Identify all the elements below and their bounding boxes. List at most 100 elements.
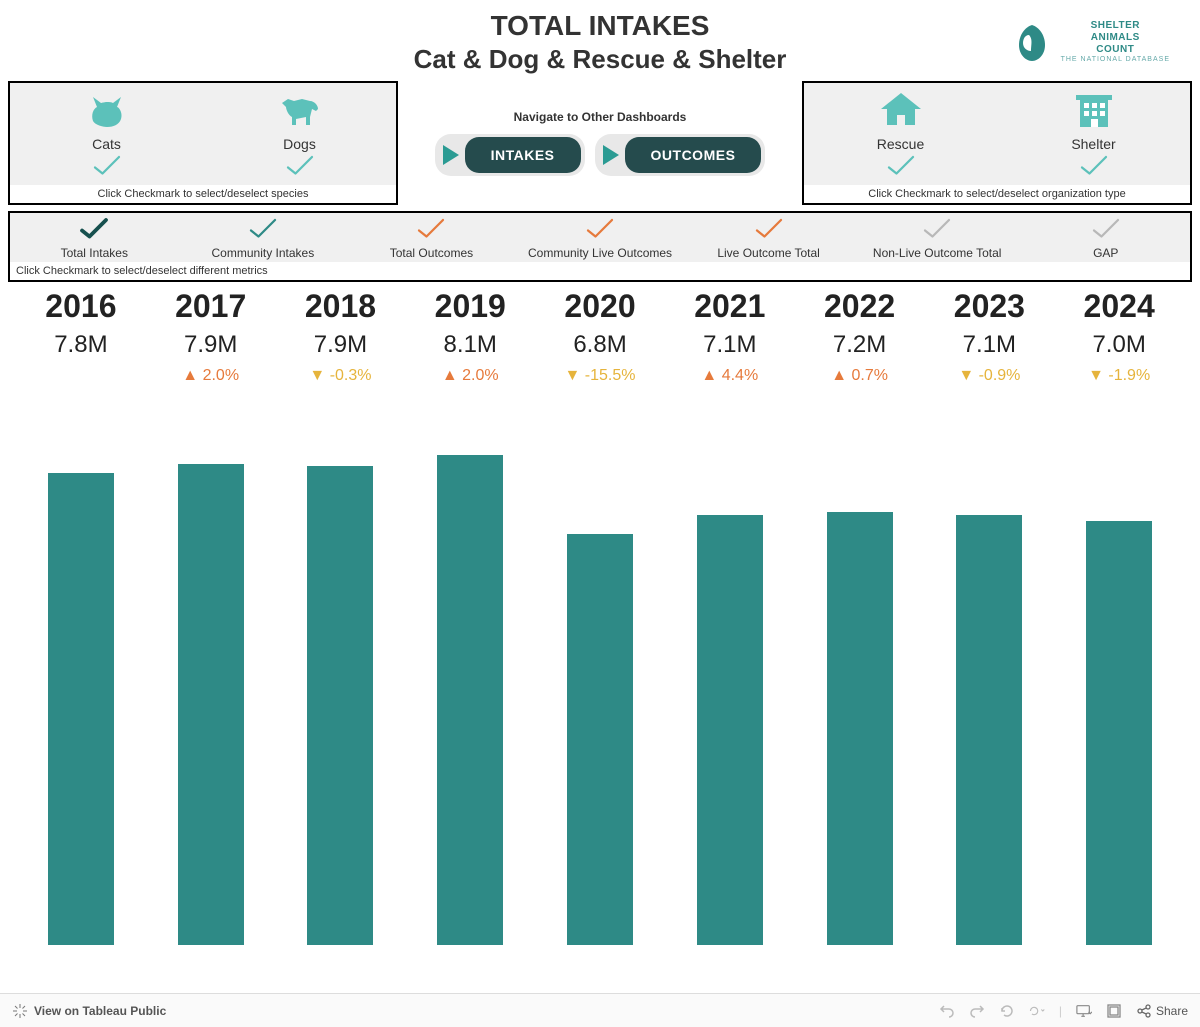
species-hint: Click Checkmark to select/deselect speci… — [10, 185, 396, 203]
metric-label: Community Live Outcomes — [528, 246, 672, 260]
bar[interactable] — [567, 534, 633, 945]
year-value: 7.1M — [924, 331, 1054, 359]
year-label: 2021 — [665, 288, 795, 325]
species-filter: Cats Dogs Click Checkmark to select/dese… — [8, 81, 398, 205]
house-icon — [877, 89, 925, 134]
nav-button-outcomes[interactable]: OUTCOMES — [595, 134, 766, 176]
nav-label: Navigate to Other Dashboards — [514, 110, 687, 124]
checkmark-icon[interactable] — [922, 217, 952, 246]
year-value: 8.1M — [405, 331, 535, 359]
nav-button-label: OUTCOMES — [625, 137, 762, 173]
year-change: ▲ 0.7% — [795, 367, 925, 385]
bar[interactable] — [307, 466, 373, 945]
logo-icon — [1011, 21, 1053, 63]
year-value: 7.9M — [276, 331, 406, 359]
checkmark-icon[interactable] — [416, 217, 446, 246]
checkmark-icon[interactable] — [92, 154, 122, 183]
year-column: 2020 6.8M ▼ -15.5% — [535, 288, 665, 385]
year-change: ▲ 4.4% — [665, 367, 795, 385]
org-option-rescue[interactable]: Rescue — [804, 83, 997, 185]
separator: | — [1059, 1004, 1062, 1018]
org-filter: Rescue Shelter Click Checkmark to select… — [802, 81, 1192, 205]
checkmark-icon[interactable] — [248, 217, 278, 246]
metric-label: Total Outcomes — [390, 246, 473, 260]
metric-option[interactable]: Total Outcomes — [347, 213, 516, 262]
checkmark-icon[interactable] — [285, 154, 315, 183]
year-value: 7.8M — [16, 331, 146, 359]
checkmark-icon[interactable] — [1091, 217, 1121, 246]
year-change: ▼ -0.3% — [276, 367, 406, 385]
checkmark-icon[interactable] — [79, 217, 109, 246]
view-on-tableau-link[interactable]: View on Tableau Public — [34, 1004, 166, 1018]
year-label: 2023 — [924, 288, 1054, 325]
bar[interactable] — [437, 455, 503, 945]
year-column: 2019 8.1M ▲ 2.0% — [405, 288, 535, 385]
checkmark-icon[interactable] — [886, 154, 916, 183]
year-change: ▼ -0.9% — [924, 367, 1054, 385]
logo-subtext: THE NATIONAL DATABASE — [1061, 56, 1170, 64]
nav-button-intakes[interactable]: INTAKES — [435, 134, 585, 176]
years-summary: 2016 7.8M 2017 7.9M ▲ 2.0% 2018 7.9M ▼ -… — [0, 288, 1200, 385]
metric-option[interactable]: GAP — [1021, 213, 1190, 262]
bar-slot — [276, 405, 406, 945]
dog-icon — [276, 89, 324, 134]
year-change: ▲ 2.0% — [405, 367, 535, 385]
species-option-cats[interactable]: Cats — [10, 83, 203, 185]
header: TOTAL INTAKES Cat & Dog & Rescue & Shelt… — [0, 0, 1200, 75]
metric-option[interactable]: Non-Live Outcome Total — [853, 213, 1022, 262]
species-label: Cats — [92, 136, 121, 152]
year-label: 2024 — [1054, 288, 1184, 325]
revert-icon[interactable] — [999, 1003, 1015, 1019]
bar[interactable] — [697, 515, 763, 945]
share-icon — [1136, 1003, 1152, 1019]
share-button[interactable]: Share — [1136, 1003, 1188, 1019]
org-option-shelter[interactable]: Shelter — [997, 83, 1190, 185]
bar[interactable] — [48, 473, 114, 945]
fullscreen-icon[interactable] — [1106, 1003, 1122, 1019]
year-label: 2018 — [276, 288, 406, 325]
metrics-hint: Click Checkmark to select/deselect diffe… — [10, 262, 1190, 280]
play-icon — [603, 145, 619, 165]
year-value: 7.2M — [795, 331, 925, 359]
bar-slot — [1054, 405, 1184, 945]
species-option-dogs[interactable]: Dogs — [203, 83, 396, 185]
bar-slot — [795, 405, 925, 945]
year-value: 7.9M — [146, 331, 276, 359]
year-label: 2016 — [16, 288, 146, 325]
checkmark-icon[interactable] — [585, 217, 615, 246]
year-label: 2019 — [405, 288, 535, 325]
bar[interactable] — [956, 515, 1022, 945]
play-icon — [443, 145, 459, 165]
year-change: ▼ -15.5% — [535, 367, 665, 385]
metric-label: GAP — [1093, 246, 1118, 260]
tableau-footer: View on Tableau Public | — [0, 993, 1200, 1027]
undo-icon[interactable] — [939, 1003, 955, 1019]
metric-option[interactable]: Community Live Outcomes — [516, 213, 685, 262]
building-icon — [1070, 89, 1118, 134]
bar-slot — [405, 405, 535, 945]
bar-slot — [535, 405, 665, 945]
year-column: 2018 7.9M ▼ -0.3% — [276, 288, 406, 385]
bar[interactable] — [178, 464, 244, 945]
logo-text-1: SHELTER — [1061, 20, 1170, 32]
redo-icon[interactable] — [969, 1003, 985, 1019]
refresh-dropdown-icon[interactable] — [1029, 1003, 1045, 1019]
metric-option[interactable]: Community Intakes — [179, 213, 348, 262]
metric-option[interactable]: Live Outcome Total — [684, 213, 853, 262]
checkmark-icon[interactable] — [1079, 154, 1109, 183]
device-icon[interactable] — [1076, 1003, 1092, 1019]
checkmark-icon[interactable] — [754, 217, 784, 246]
bar[interactable] — [827, 512, 893, 945]
org-label: Rescue — [877, 136, 924, 152]
year-change: ▼ -1.9% — [1054, 367, 1184, 385]
year-label: 2022 — [795, 288, 925, 325]
year-value: 6.8M — [535, 331, 665, 359]
bar-slot — [16, 405, 146, 945]
brand-logo: SHELTER ANIMALS COUNT THE NATIONAL DATAB… — [1011, 20, 1170, 64]
bar[interactable] — [1086, 521, 1152, 945]
year-column: 2023 7.1M ▼ -0.9% — [924, 288, 1054, 385]
metric-option[interactable]: Total Intakes — [10, 213, 179, 262]
share-label: Share — [1156, 1004, 1188, 1018]
bar-slot — [146, 405, 276, 945]
year-change: ▲ 2.0% — [146, 367, 276, 385]
